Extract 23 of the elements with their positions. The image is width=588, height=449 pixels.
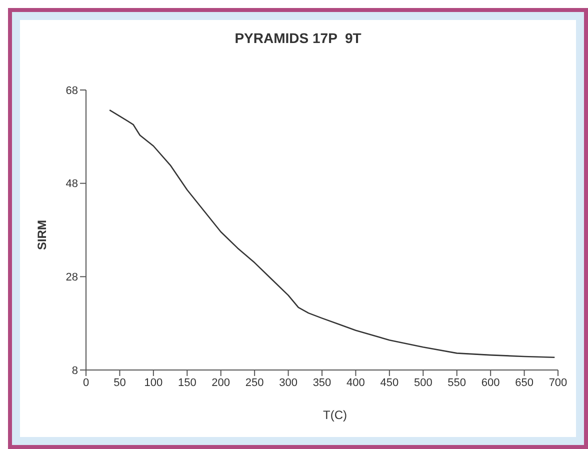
x-tick-label: 550 — [448, 376, 466, 389]
x-tick-label: 200 — [212, 376, 230, 389]
line-series — [108, 109, 556, 358]
x-tick-label: 400 — [346, 376, 365, 389]
x-tick-label: 600 — [481, 376, 500, 389]
x-tick-label: 700 — [548, 376, 568, 389]
y-tick-label: 48 — [66, 178, 78, 190]
x-tick-label: 150 — [178, 376, 196, 389]
x-tick-label: 500 — [414, 376, 432, 389]
y-axis-title: SIRM — [35, 220, 49, 250]
y-tick-label: 8 — [72, 364, 78, 377]
x-tick-label: 50 — [114, 376, 126, 389]
x-axis-title: T(C) — [322, 408, 348, 422]
y-tick-label: 68 — [66, 84, 78, 97]
chart-title: PYRAMIDS 17P 9T — [234, 30, 362, 46]
x-tick-label: 100 — [144, 376, 163, 389]
x-tick-label: 650 — [515, 376, 534, 389]
x-tick-label: 0 — [82, 376, 90, 389]
x-tick-label: 300 — [279, 376, 298, 389]
x-tick-label: 350 — [312, 376, 332, 389]
x-tick-label: 250 — [245, 376, 264, 389]
y-tick-label: 28 — [66, 272, 78, 284]
x-tick-label: 450 — [380, 376, 399, 389]
